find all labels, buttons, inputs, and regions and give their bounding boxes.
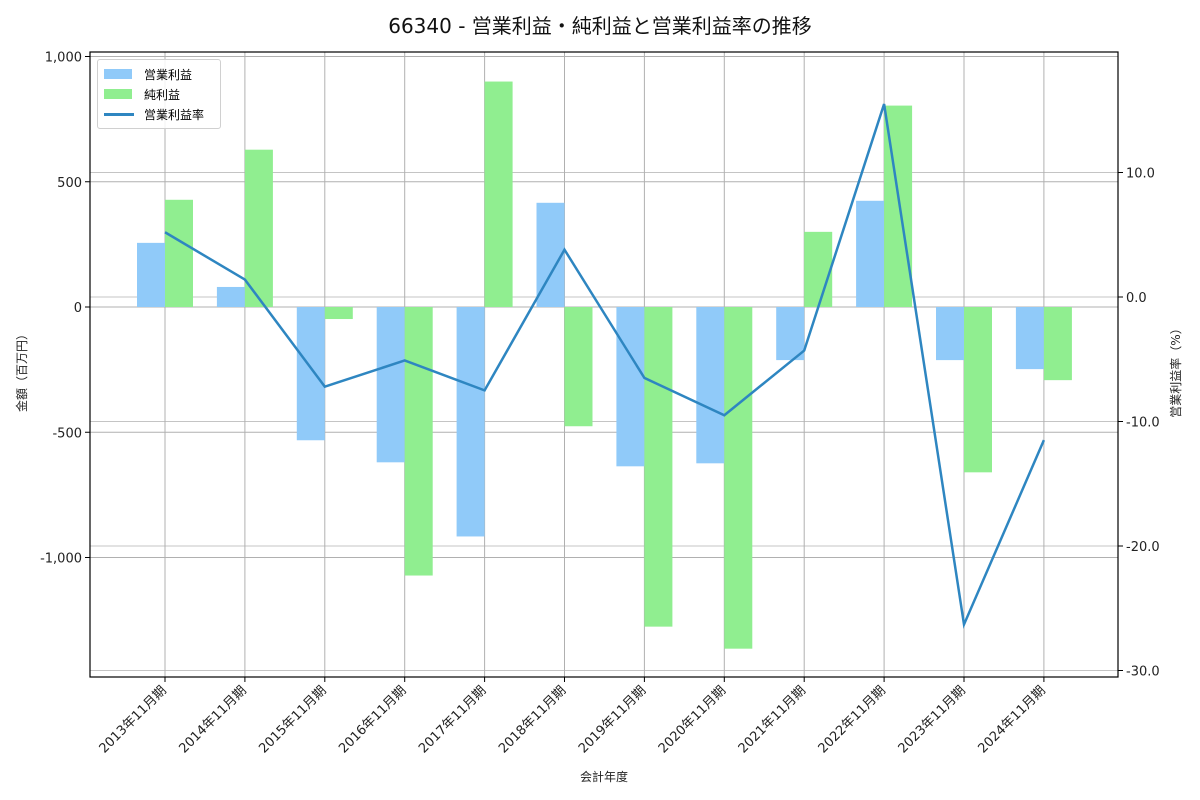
x-tick-label: 2019年11月期 (576, 683, 649, 756)
x-tick-label: 2024年11月期 (975, 683, 1048, 756)
bar-operating-profit (616, 307, 645, 467)
bar-operating-profit (776, 307, 805, 361)
bar-net-profit (1043, 307, 1072, 381)
left-tick-label: -1,000 (40, 552, 82, 567)
bar-operating-profit (856, 200, 885, 307)
bar-operating-profit (936, 307, 964, 361)
bar-operating-profit (137, 242, 165, 307)
net-profit-swatch-icon (104, 89, 132, 99)
bar-net-profit (644, 307, 673, 627)
left-tick-label: 0 (74, 301, 82, 316)
bar-operating-profit (296, 307, 325, 441)
left-axis: 1,000 500 0 -500 -1,000 (40, 51, 90, 567)
left-tick-label: 1,000 (45, 51, 82, 66)
bar-net-profit (404, 307, 433, 576)
x-tick-label: 2020年11月期 (656, 683, 729, 756)
x-tick-label: 2022年11月期 (816, 683, 889, 756)
legend-item-operating-profit: 営業利益 (104, 66, 192, 82)
legend: 営業利益 純利益 営業利益率 (97, 59, 221, 129)
bar-net-profit (165, 199, 193, 307)
legend-label: 純利益 (144, 87, 181, 102)
left-tick-label: 500 (57, 176, 82, 191)
right-tick-label: -30.0 (1126, 665, 1160, 680)
bar-operating-profit (456, 307, 485, 537)
grid (90, 52, 1118, 677)
bar-net-profit (484, 81, 513, 307)
x-tick-label: 2013年11月期 (97, 683, 170, 756)
x-axis: 2013年11月期 2014年11月期 2015年11月期 2016年11月期 2017… (97, 677, 1049, 757)
x-tick-label: 2021年11月期 (736, 683, 809, 756)
operating-margin-line-icon (104, 112, 134, 116)
y-axis-title-right: 営業利益率（%） (1168, 322, 1183, 417)
chart-title: 66340 - 営業利益・純利益と営業利益率の推移 (388, 14, 812, 38)
right-tick-label: 0.0 (1126, 291, 1147, 306)
right-axis: 10.0 0.0 -10.0 -20.0 -30.0 (1118, 167, 1160, 680)
operating-margin-line (164, 103, 1046, 629)
left-tick-label: -500 (52, 426, 82, 441)
bar-net-profit (564, 307, 593, 427)
legend-label: 営業利益 (144, 67, 193, 82)
x-tick-label: 2017年11月期 (416, 683, 489, 756)
bars (137, 81, 1072, 649)
bar-operating-profit (376, 307, 405, 463)
right-tick-label: -20.0 (1126, 540, 1160, 555)
bar-net-profit (724, 307, 753, 649)
operating-profit-swatch-icon (104, 69, 132, 79)
x-tick-label: 2015年11月期 (256, 683, 329, 756)
bar-operating-profit (696, 307, 725, 464)
plot-frame (89, 51, 1119, 678)
x-tick-label: 2023年11月期 (896, 683, 969, 756)
x-tick-label: 2018年11月期 (496, 683, 569, 756)
legend-item-net-profit: 純利益 (104, 86, 180, 102)
bar-operating-profit (216, 286, 245, 307)
bar-net-profit (964, 307, 992, 473)
right-tick-label: -10.0 (1126, 416, 1160, 431)
x-axis-title: 会計年度 (580, 769, 628, 784)
bar-net-profit (244, 149, 273, 307)
x-tick-label: 2014年11月期 (176, 683, 249, 756)
bar-net-profit (324, 307, 353, 320)
right-tick-label: 10.0 (1126, 167, 1155, 182)
bar-operating-profit (1015, 307, 1044, 370)
legend-item-operating-margin: 営業利益率 (104, 106, 204, 122)
legend-label: 営業利益率 (144, 107, 205, 122)
x-tick-label: 2016年11月期 (336, 683, 409, 756)
bar-net-profit (804, 231, 833, 307)
y-axis-title-left: 金額（百万円） (14, 328, 29, 412)
